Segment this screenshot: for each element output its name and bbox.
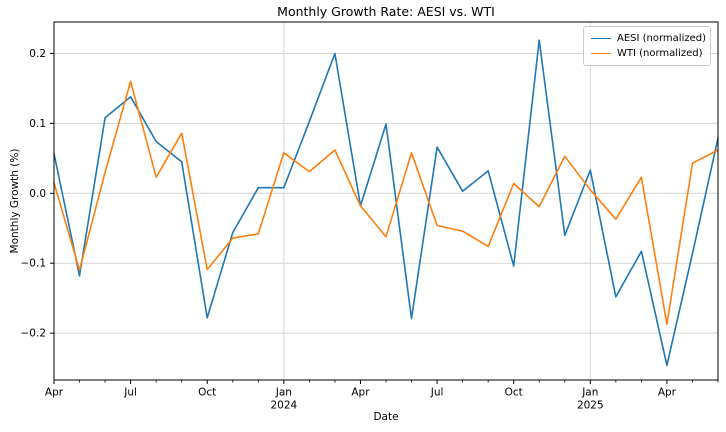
legend-label-aesi: AESI (normalized): [617, 33, 707, 44]
legend-label-wti: WTI (normalized): [617, 48, 703, 59]
x-axis-label: Date: [373, 411, 399, 423]
x-tick-label: Apr: [351, 387, 370, 399]
x-tick-label: Apr: [45, 387, 64, 399]
legend-item-wti: WTI (normalized): [591, 46, 703, 61]
y-tick-label: 0.0: [29, 188, 46, 200]
aesi-series-line: [53, 39, 719, 367]
x-tick-label: Jan: [581, 387, 598, 399]
x-tick-label: Oct: [505, 387, 523, 399]
x-tick-label: Apr: [658, 387, 677, 399]
y-tick-label: −0.1: [21, 258, 47, 270]
y-tick-label: 0.2: [29, 48, 46, 60]
chart-title: Monthly Growth Rate: AESI vs. WTI: [277, 4, 495, 19]
x-tick-label: Jan: [275, 387, 292, 399]
axes-spines: [53, 21, 719, 381]
wti-series-line: [53, 80, 719, 325]
x-tick-year-label: 2025: [577, 400, 604, 412]
legend: AESI (normalized) WTI (normalized): [583, 26, 711, 66]
aesi-line-swatch: [591, 38, 611, 39]
y-tick-label: −0.2: [21, 328, 47, 340]
y-axis-label: Monthly Growth (%): [9, 148, 21, 254]
wti-line-swatch: [591, 53, 611, 54]
x-tick-label: Oct: [198, 387, 216, 399]
x-tick-label: Jul: [430, 387, 444, 399]
x-tick-year-label: 2024: [270, 400, 297, 412]
x-tick-label: Jul: [123, 387, 137, 399]
legend-item-aesi: AESI (normalized): [591, 31, 707, 46]
y-tick-label: 0.1: [29, 118, 46, 130]
